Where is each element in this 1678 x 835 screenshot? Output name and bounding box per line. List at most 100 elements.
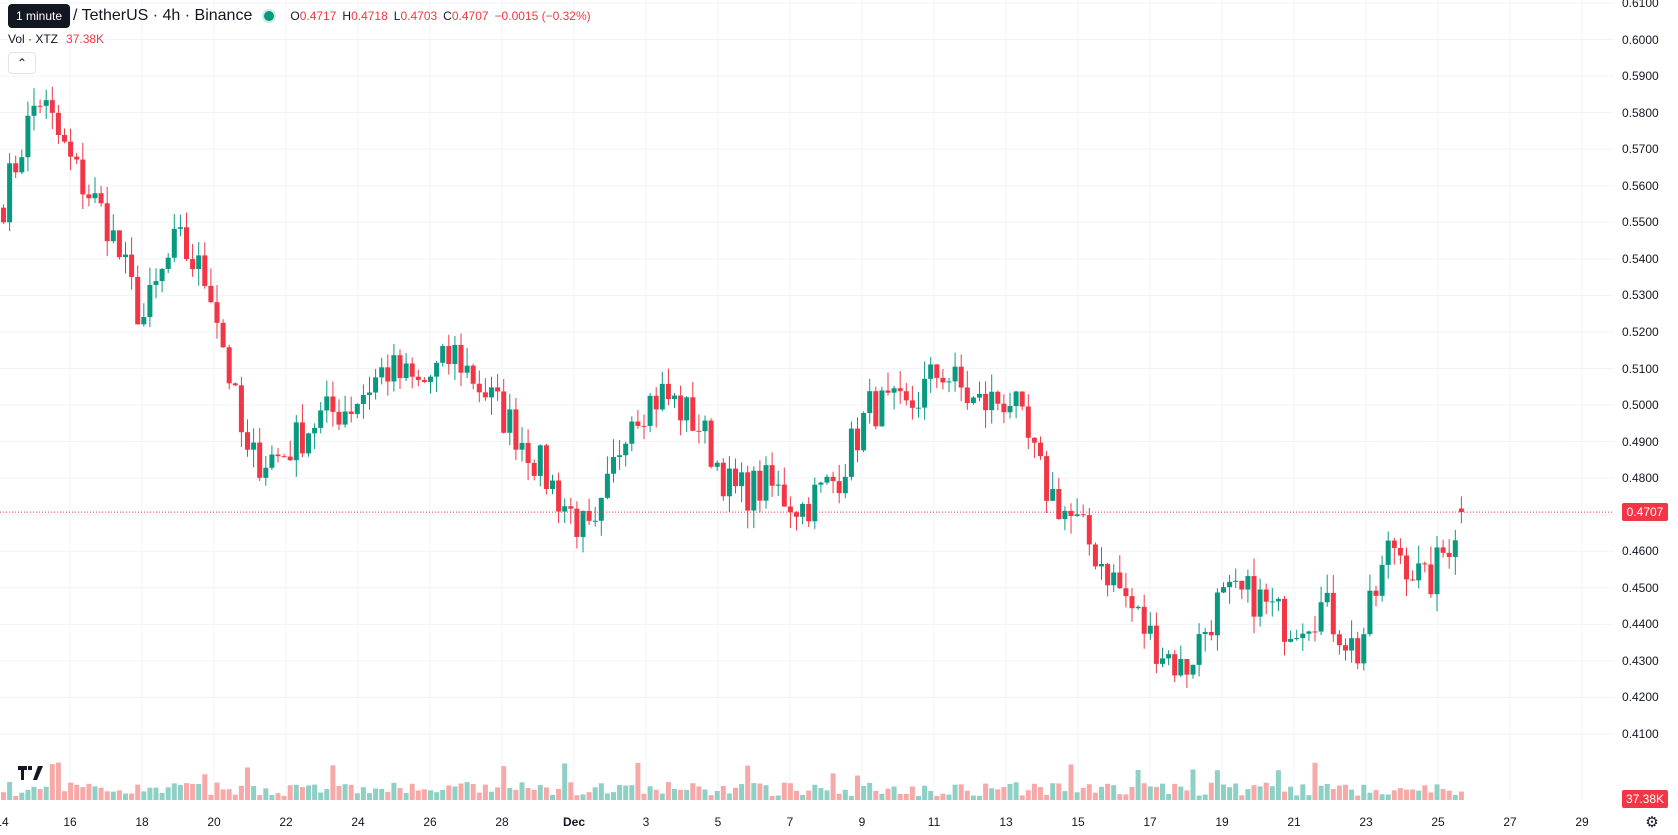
volume-bar (769, 795, 775, 800)
candle-body (1336, 634, 1342, 646)
candle-body (464, 365, 470, 373)
candle-body (1031, 437, 1037, 443)
volume-bar (751, 783, 757, 800)
volume-bar (1129, 786, 1135, 800)
volume-bar (629, 785, 635, 800)
price-axis-label: 0.5200 (1622, 324, 1659, 339)
volume-bar (25, 789, 31, 800)
volume-bar (1160, 783, 1165, 800)
candle-body (903, 391, 909, 401)
candle-body (611, 457, 616, 474)
volume-bar (141, 791, 147, 800)
price-axis-label: 0.5100 (1622, 361, 1659, 376)
volume-bar (885, 788, 891, 800)
candle-body (684, 397, 690, 421)
symbol-title[interactable]: / TetherUS · 4h · Binance (73, 7, 253, 24)
volume-bar (1452, 795, 1458, 800)
candle-body (696, 430, 702, 432)
volume-bar (446, 785, 452, 800)
candle-body (1141, 606, 1147, 634)
time-axis-label: 21 (1287, 815, 1301, 829)
candle-body (861, 413, 867, 451)
candle-body (1147, 625, 1153, 634)
candle-body (836, 481, 842, 494)
candle-body (135, 276, 141, 325)
candle-body (226, 347, 232, 384)
candle-body (1367, 590, 1373, 635)
volume-bar (794, 790, 799, 800)
candle-body (1105, 563, 1111, 586)
candle-body (245, 432, 250, 450)
candle-body (647, 395, 653, 426)
candle-body (586, 510, 592, 521)
price-axis-label: 0.4400 (1622, 617, 1659, 632)
volume-bar (977, 795, 982, 800)
volume-bar (659, 793, 665, 800)
candle-body (25, 115, 31, 158)
candle-body (37, 105, 43, 107)
price-axis-label: 0.4300 (1622, 653, 1659, 668)
candle-body (1172, 654, 1178, 676)
volume-bar (641, 793, 647, 800)
volume-bar (1343, 784, 1348, 800)
candle-body (867, 391, 873, 414)
time-axis-label: 3 (642, 815, 650, 829)
price-axis-label: 0.4200 (1622, 690, 1659, 705)
volume-bar (336, 786, 342, 800)
volume-bar (934, 795, 940, 800)
price-axis[interactable]: 0.6100 0.6000 0.5900 0.5800 0.5700 0.5600 0.55… (1614, 0, 1678, 835)
volume-bar (812, 784, 818, 800)
volume-bar (80, 787, 86, 800)
candle-body (1135, 606, 1141, 609)
gear-icon[interactable]: ⚙ (1645, 814, 1659, 831)
candle-body (501, 391, 507, 433)
candle-body (568, 506, 574, 509)
candle-body (269, 454, 275, 468)
candle-body (617, 455, 623, 458)
volume-bar (354, 793, 360, 800)
candle-body (580, 510, 586, 537)
volume-bar (970, 795, 976, 800)
collapse-legend-button[interactable]: ⌃ (8, 52, 36, 74)
volume-bar (489, 791, 494, 800)
candle-body (1166, 654, 1172, 659)
candle-body (263, 467, 269, 478)
candle-body (43, 100, 49, 106)
volume-bar (1428, 792, 1434, 800)
candle-body (458, 344, 464, 373)
market-status-icon[interactable] (264, 11, 275, 21)
volume-bar (964, 790, 970, 800)
volume-bar (635, 762, 641, 800)
candle-body (1019, 391, 1025, 407)
volume-bar (470, 784, 476, 800)
price-axis-label: 0.4500 (1622, 580, 1659, 595)
volume-bar (135, 784, 141, 800)
volume-bar (19, 792, 25, 800)
candle-body (1312, 631, 1318, 633)
price-axis-label: 0.4600 (1622, 544, 1659, 559)
candle-body (635, 421, 641, 426)
volume-bar (1050, 783, 1056, 800)
volume-bar (916, 795, 921, 800)
candle-body (745, 472, 751, 511)
tradingview-logo-icon[interactable] (16, 762, 46, 784)
volume-bar (147, 787, 153, 800)
candle-body (1434, 547, 1440, 595)
candle-body (293, 422, 299, 461)
candle-body (251, 442, 257, 450)
volume-bar (1166, 794, 1172, 800)
chart-canvas[interactable] (0, 0, 1614, 835)
volume-bar (1172, 783, 1178, 800)
volume-bar (1282, 791, 1287, 800)
volume-bar (1300, 784, 1306, 800)
volume-legend[interactable]: Vol · XTZ 37.38K (8, 32, 104, 46)
volume-bar (360, 787, 366, 800)
change-value: −0.0015 (−0.32%) (494, 9, 591, 23)
volume-bar (1038, 787, 1043, 800)
volume-bar (1251, 785, 1257, 800)
volume-bar (1355, 795, 1361, 800)
candle-body (1160, 658, 1165, 664)
candle-body (1361, 634, 1367, 664)
volume-bar (1056, 783, 1062, 800)
volume-bar (190, 783, 196, 800)
